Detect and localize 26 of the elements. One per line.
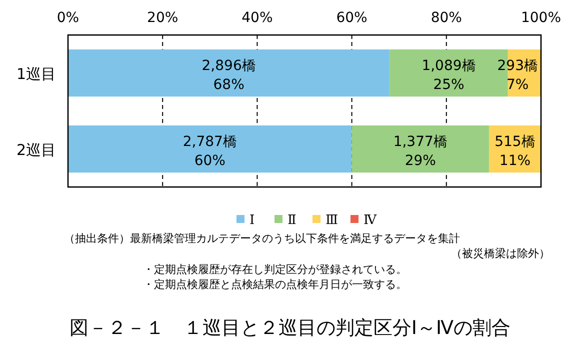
text: ・定期点検履歴と点検結果の点検年月日が一致する。 <box>143 278 407 291</box>
text: （抽出条件）最新橋梁管理カルテデータのうち以下条件を満足するデータを集計 <box>64 232 460 245</box>
y-tick-label: 2巡目 <box>16 141 56 159</box>
x-tick-label: 40% <box>242 10 273 26</box>
x-tick-label: 80% <box>430 10 462 26</box>
bar <box>68 49 390 97</box>
text: 図－２－１ １巡目と２巡目の判定区分Ⅰ～Ⅳの割合 <box>69 317 511 339</box>
data-label: 515橋 11% <box>494 134 536 169</box>
legend-label: Ⅲ <box>326 213 338 228</box>
bar <box>352 125 489 173</box>
legend-label: Ⅱ <box>288 213 296 228</box>
x-tick-label: 100% <box>520 10 562 26</box>
bar <box>68 125 352 173</box>
x-tick-label: 60% <box>336 10 368 26</box>
data-label: 293橋 7% <box>497 58 538 93</box>
data-label: 2,896橋 68% <box>202 58 256 93</box>
legend-label: Ⅳ <box>364 213 378 228</box>
data-label: 1,377橋 29% <box>393 134 448 169</box>
legend-label: Ⅰ <box>250 213 255 228</box>
y-tick-label: 1巡目 <box>16 65 56 83</box>
text: ・定期点検履歴が存在し判定区分が登録されている。 <box>143 263 407 276</box>
text: （被災橋梁は除外） <box>451 247 550 260</box>
x-tick-label: 0% <box>56 10 80 26</box>
data-label: 1,089橋 25% <box>422 58 476 93</box>
data-label: 2,787橋 60% <box>182 134 237 169</box>
x-tick-label: 20% <box>147 10 178 26</box>
